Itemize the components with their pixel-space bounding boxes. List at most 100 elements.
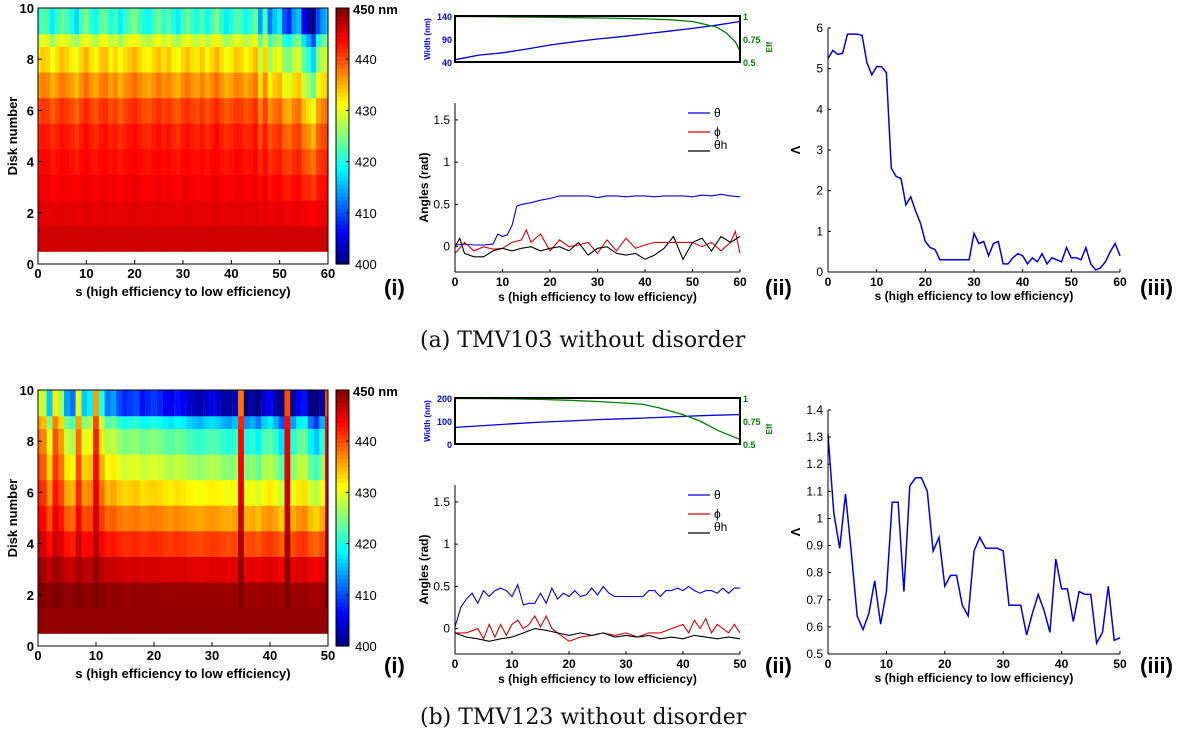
- x-tick-label: 0: [34, 648, 41, 663]
- heatmap-cell: [243, 72, 249, 99]
- heatmap-cell: [98, 607, 106, 634]
- colorbar-step: [336, 406, 349, 411]
- heatmap-cell: [325, 505, 328, 532]
- heatmap-cell: [243, 225, 249, 252]
- heatmap-cell: [46, 530, 54, 557]
- heatmap-cell: [296, 46, 303, 73]
- heatmap-cell: [64, 225, 71, 252]
- heatmap-cell: [311, 46, 317, 73]
- heatmap-cell: [162, 479, 170, 506]
- heatmap-cell: [161, 174, 167, 201]
- heatmap-cell: [233, 97, 240, 124]
- legend-label: θh: [714, 138, 727, 152]
- x-axis-label: s (high efficiency to low efficiency): [75, 666, 290, 681]
- heatmap-cell: [141, 174, 148, 201]
- heatmap-cell: [87, 505, 94, 532]
- heatmap-cell: [112, 123, 119, 150]
- width-tick-label: 200: [437, 394, 452, 404]
- heatmap-cell: [79, 46, 85, 73]
- heatmap-cell: [116, 530, 123, 557]
- heatmap-cell: [243, 582, 251, 609]
- heatmap-cell: [103, 8, 109, 35]
- heatmap-cell: [306, 200, 312, 227]
- heatmap-cell: [220, 390, 228, 417]
- colorbar-step: [336, 176, 349, 181]
- colorbar-step: [336, 48, 349, 53]
- heatmap-cell: [139, 505, 146, 532]
- y-tick-label: 4: [816, 102, 823, 116]
- y-tick-label: 1.5: [433, 113, 450, 127]
- heatmap-cell: [249, 607, 257, 634]
- heatmap-cell: [87, 530, 94, 557]
- heatmap-cell: [98, 479, 106, 506]
- heatmap-cell: [238, 148, 245, 175]
- colorbar-step: [336, 462, 349, 467]
- colorbar-step: [336, 562, 349, 567]
- heatmap-cell: [166, 148, 172, 175]
- colorbar-frame: [335, 7, 350, 265]
- heatmap-cell: [249, 479, 257, 506]
- width-tick-label: 100: [437, 417, 452, 427]
- heatmap-cell: [284, 607, 291, 634]
- colorbar-step: [336, 228, 349, 233]
- heatmap-cell: [83, 148, 90, 175]
- heatmap-cell: [199, 123, 206, 150]
- heatmap-cell: [272, 46, 278, 73]
- heatmap-cell: [81, 454, 88, 481]
- heatmap-cell: [59, 200, 66, 227]
- heatmap-cell: [93, 454, 100, 481]
- heatmap-cell: [296, 148, 303, 175]
- heatmap-cell: [180, 225, 187, 252]
- heatmap-cell: [58, 505, 65, 532]
- heatmap-cell: [296, 556, 303, 583]
- heatmap-cell: [313, 479, 320, 506]
- heatmap-cell: [203, 390, 210, 417]
- heatmap-cell: [98, 454, 106, 481]
- heatmap-cell: [132, 123, 138, 150]
- heatmap-cell: [190, 148, 196, 175]
- heatmap-cell: [170, 97, 177, 124]
- heatmap-cell: [253, 8, 259, 35]
- heatmap-cell: [180, 505, 187, 532]
- colorbar-step: [336, 642, 349, 647]
- lambda-series-line: [827, 434, 1121, 646]
- heatmap-cell: [232, 607, 239, 634]
- heatmap-cell: [151, 46, 158, 73]
- heatmap-cell: [267, 505, 274, 532]
- colorbar-step: [336, 426, 349, 431]
- colorbar-step: [336, 574, 349, 579]
- x-tick-label: 40: [224, 266, 238, 281]
- heatmap-cell: [79, 123, 85, 150]
- heatmap-cell: [93, 607, 100, 634]
- heatmap-cell: [116, 454, 123, 481]
- heatmap-cell: [185, 148, 191, 175]
- colorbar-step: [336, 164, 349, 169]
- heatmap-cell: [286, 72, 293, 99]
- heatmap-cell: [168, 428, 175, 455]
- heatmap-cell: [226, 556, 233, 583]
- heatmap-cell: [315, 174, 322, 201]
- x-tick-label: 60: [1113, 275, 1127, 289]
- heatmap-cell: [185, 200, 191, 227]
- x-tick-label: 30: [997, 657, 1011, 671]
- eff-tick-label: 0.5: [743, 440, 756, 450]
- heatmap-cell: [255, 390, 262, 417]
- heatmap-cell: [301, 225, 307, 252]
- heatmap-cell: [40, 200, 46, 227]
- heatmap-cell: [156, 200, 162, 227]
- heatmap-cell: [311, 174, 317, 201]
- colorbar-step: [336, 442, 349, 447]
- heatmap-cell: [54, 200, 61, 227]
- heatmap-cell: [249, 428, 257, 455]
- colorbar-tick-label: 400: [355, 639, 377, 654]
- heatmap-cell: [69, 505, 77, 532]
- heatmap-cell: [219, 148, 225, 175]
- heatmap-cell: [122, 582, 129, 609]
- heatmap-cell: [156, 505, 164, 532]
- heatmap-cell: [122, 556, 129, 583]
- x-tick-label: 60: [321, 266, 335, 281]
- heatmap-cell: [226, 530, 233, 557]
- colorbar-step: [336, 236, 349, 241]
- heatmap-cell: [69, 428, 77, 455]
- colorbar-step: [336, 402, 349, 407]
